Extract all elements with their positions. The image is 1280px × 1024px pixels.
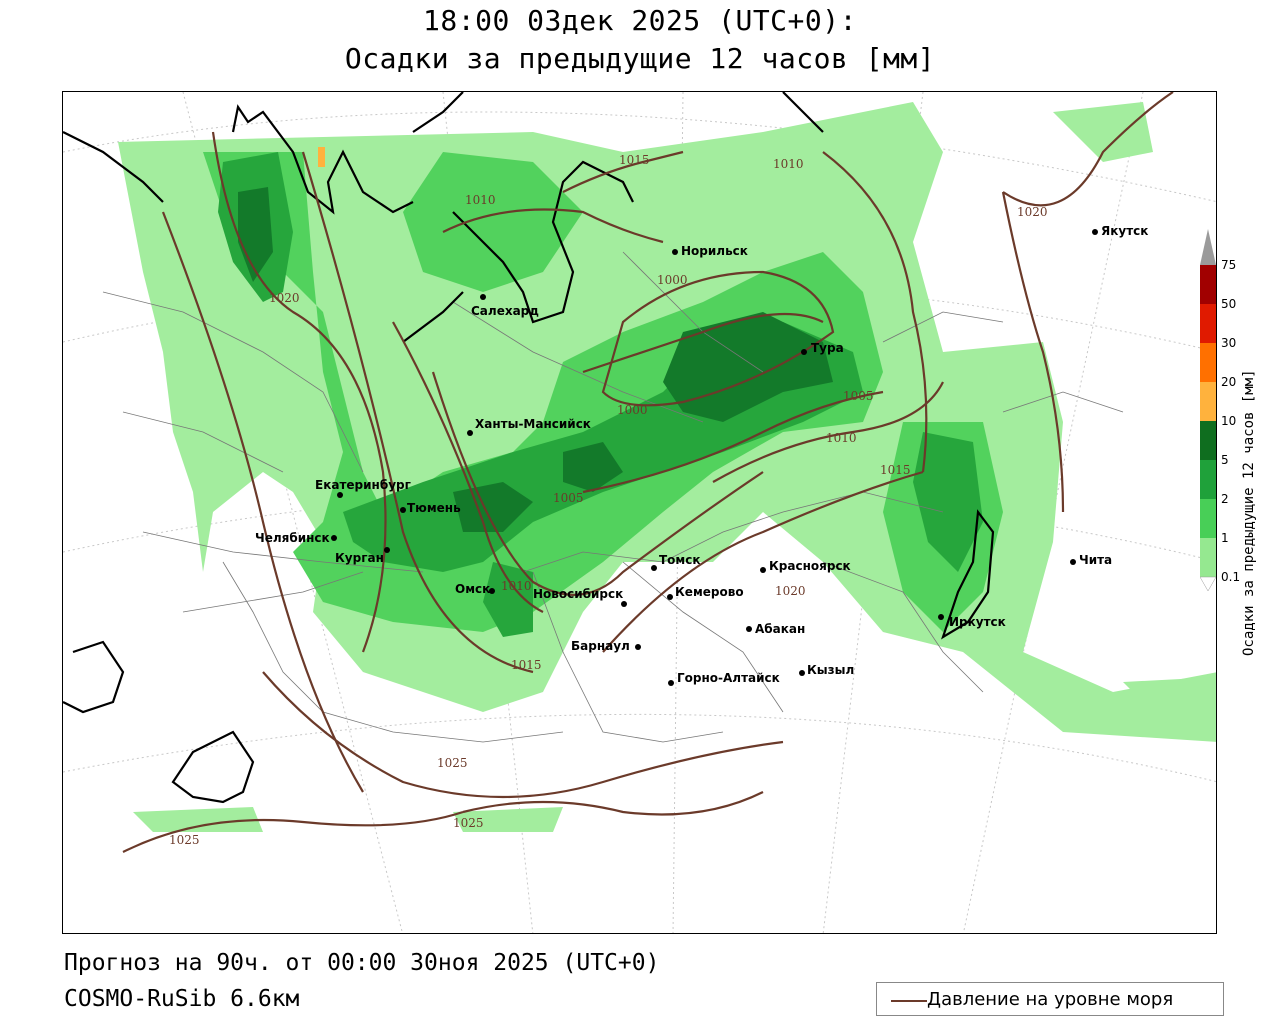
city-dot: [621, 601, 627, 607]
isobar-label: 1015: [619, 153, 650, 167]
isobar-label: 1020: [1017, 205, 1048, 219]
isobar-label: 1025: [169, 833, 200, 847]
city-label: Салехард: [471, 304, 539, 318]
isobar-label: 1025: [437, 756, 468, 770]
city-dot: [1092, 229, 1098, 235]
colorbar-tick: 30: [1221, 336, 1237, 350]
city-markers: Норильск Якутск Салехард Тура Ханты-Манс…: [255, 224, 1148, 686]
city-label: Абакан: [755, 622, 805, 636]
city-label: Чита: [1079, 553, 1112, 567]
city-dot: [672, 249, 678, 255]
isobar-labels: 1015 1010 1020 1010 1020 1000 1000 1005 …: [169, 153, 1048, 847]
colorbar-tick: 0.1: [1221, 570, 1241, 584]
city-label: Омск: [455, 582, 490, 596]
isobar-legend: Давление на уровне моря: [876, 982, 1224, 1016]
isobar-label: 1010: [773, 157, 804, 171]
colorbar-tick: 20: [1221, 375, 1237, 389]
isobar-label: 1005: [553, 491, 584, 505]
coastlines: [63, 92, 995, 804]
city-dot: [668, 680, 674, 686]
city-dot: [489, 588, 495, 594]
colorbar-segment: [1200, 460, 1216, 499]
isobar-label: 1010: [501, 579, 532, 593]
city-dot: [467, 430, 473, 436]
colorbar-tick: 5: [1221, 453, 1229, 467]
city-label: Томск: [659, 553, 701, 567]
city-dot: [337, 492, 343, 498]
colorbar-tick: 75: [1221, 258, 1237, 272]
city-label: Барнаул: [571, 639, 630, 653]
city-label: Кемерово: [675, 585, 744, 599]
colorbar-segment: [1200, 421, 1216, 460]
colorbar-segment: [1200, 538, 1216, 577]
isobar-label: 1015: [880, 463, 911, 477]
isobars: [122, 92, 1174, 853]
isobar-label: 1000: [657, 273, 688, 287]
city-dot: [331, 535, 337, 541]
precipitation-field: [118, 102, 1216, 832]
model-name: COSMO-RuSib 6.6км: [64, 986, 300, 1012]
city-dot: [1070, 559, 1076, 565]
city-dot: [938, 614, 944, 620]
map-title-variable: Осадки за предыдущие 12 часов [мм]: [344, 42, 936, 75]
colorbar-tick: 2: [1221, 492, 1229, 506]
colorbar-segment: [1200, 265, 1216, 304]
city-dot: [667, 594, 673, 600]
colorbar-tick: 1: [1221, 531, 1229, 545]
colorbar-tick: 50: [1221, 297, 1237, 311]
colorbar-segment: [1200, 499, 1216, 538]
city-dot: [400, 507, 406, 513]
colorbar-title: Осадки за предыдущие 12 часов [мм]: [1241, 369, 1257, 656]
city-label: Курган: [335, 551, 384, 565]
isobar-label: 1005: [843, 389, 874, 403]
colorbar-underflow-arrow: [1200, 576, 1216, 591]
map-title-time: 18:00 03дек 2025 (UTC+0):: [423, 4, 857, 37]
isobar-label: 1010: [826, 431, 857, 445]
forecast-info: Прогноз на 90ч. от 00:00 30ноя 2025 (UTC…: [64, 950, 660, 976]
city-dot: [799, 670, 805, 676]
isobar-legend-line: [891, 1000, 927, 1002]
city-label: Горно-Алтайск: [677, 671, 780, 685]
isobar-label: 1000: [617, 403, 648, 417]
precipitation-map: 1015 1010 1020 1010 1020 1000 1000 1005 …: [62, 91, 1217, 934]
city-dot: [760, 567, 766, 573]
isobar-label: 1015: [511, 658, 542, 672]
city-label: Тура: [811, 341, 844, 355]
isobar-legend-label: Давление на уровне моря: [927, 989, 1174, 1010]
city-dot: [746, 626, 752, 632]
city-label: Екатеринбург: [315, 478, 411, 492]
city-dot: [384, 547, 390, 553]
colorbar-tick: 10: [1221, 414, 1237, 428]
isobar-label: 1020: [775, 584, 806, 598]
colorbar-segment: [1200, 343, 1216, 382]
colorbar-segment: [1200, 382, 1216, 421]
isobar-label: 1025: [453, 816, 484, 830]
colorbar-overflow-arrow: [1200, 229, 1216, 265]
precipitation-colorbar: [1200, 229, 1216, 591]
city-label: Кызыл: [807, 663, 854, 677]
city-label: Красноярск: [769, 559, 851, 573]
isobar-label: 1010: [465, 193, 496, 207]
city-label: Якутск: [1101, 224, 1148, 238]
city-label: Норильск: [681, 244, 748, 258]
city-label: Челябинск: [255, 531, 330, 545]
city-dot: [635, 644, 641, 650]
city-dot: [480, 294, 486, 300]
city-label: Новосибирск: [533, 587, 623, 601]
city-label: Тюмень: [407, 501, 461, 515]
isobar-label: 1020: [269, 291, 300, 305]
colorbar-segment: [1200, 304, 1216, 343]
city-label: Ханты-Мансийск: [475, 417, 591, 431]
city-dot: [801, 349, 807, 355]
city-label: Иркутск: [949, 615, 1006, 629]
city-dot: [651, 565, 657, 571]
